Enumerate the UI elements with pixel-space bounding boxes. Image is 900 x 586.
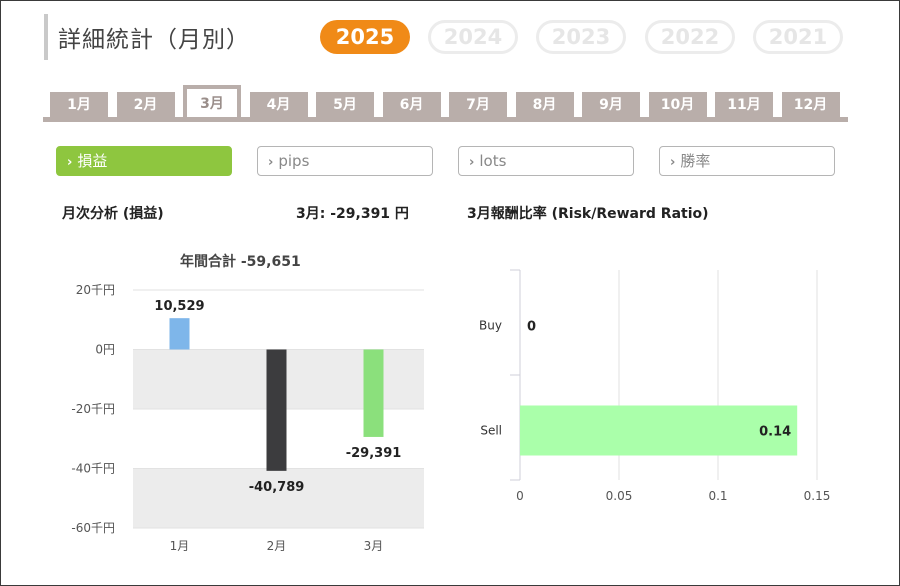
year-2021-button[interactable]: 2021: [753, 20, 843, 54]
monthly-analysis-heading: 月次分析 (損益): [62, 206, 164, 222]
y-tick-label: -40千円: [71, 462, 115, 476]
x-tick-label: 0.15: [804, 489, 831, 503]
metric-pips-button[interactable]: › pips: [257, 146, 433, 176]
tab-month-10[interactable]: 10月: [648, 92, 707, 118]
metric-label: pips: [278, 152, 310, 170]
y-tick-label: -60千円: [71, 521, 115, 535]
monthly-pl-chart: 20千円 0円 -20千円 -40千円 -60千円 10,529 1月 -40,789 2月 -2…: [71, 283, 424, 553]
grid-band: [133, 468, 424, 528]
bar-data-label: -29,391: [346, 446, 402, 461]
metric-lots-button[interactable]: › lots: [458, 146, 634, 176]
bar-2: [266, 349, 287, 471]
y-tick-label: -20千円: [71, 402, 115, 416]
chevron-right-icon: ›: [268, 155, 274, 170]
chevron-right-icon: ›: [670, 155, 676, 170]
metric-label: lots: [479, 152, 507, 170]
chevron-right-icon: ›: [469, 155, 475, 170]
x-tick-label: 0.1: [708, 489, 727, 503]
tab-month-7[interactable]: 7月: [449, 92, 507, 118]
metric-win-rate-button[interactable]: › 勝率: [659, 146, 835, 176]
x-tick-label: 2月: [267, 539, 287, 553]
bar-sell: [520, 405, 798, 456]
metric-pnl-button[interactable]: › 損益: [56, 146, 232, 176]
y-tick-label: 20千円: [76, 283, 115, 297]
chevron-right-icon: ›: [67, 155, 73, 170]
tab-month-2[interactable]: 2月: [116, 92, 175, 118]
risk-reward-chart: 0 0.05 0.1 0.15 Buy 0 Sell 0.14: [479, 269, 831, 503]
metric-label: 勝率: [680, 152, 711, 170]
tab-month-5[interactable]: 5月: [316, 92, 374, 118]
title-accent-bar: [44, 14, 48, 60]
bar-3: [363, 349, 384, 437]
month-tabs-underline: [43, 117, 848, 122]
x-tick-label: 0.05: [606, 489, 633, 503]
year-2022-button[interactable]: 2022: [645, 20, 735, 54]
x-tick-label: 0: [516, 489, 524, 503]
bar-data-label: 0: [527, 320, 536, 335]
tab-month-11[interactable]: 11月: [715, 92, 773, 118]
page-title: 詳細統計（月別）: [58, 27, 250, 53]
tab-month-1[interactable]: 1月: [50, 92, 108, 118]
year-2025-button[interactable]: 2025: [320, 20, 410, 54]
tab-month-3[interactable]: 3月: [183, 85, 241, 119]
bar-data-label: 10,529: [154, 299, 204, 314]
bar-data-label: 0.14: [759, 425, 791, 440]
year-2023-button[interactable]: 2023: [536, 20, 626, 54]
tab-month-12[interactable]: 12月: [781, 92, 840, 118]
month-total-value: 3月: -29,391 円: [296, 206, 409, 222]
tab-month-4[interactable]: 4月: [249, 92, 308, 118]
x-tick-label: 1月: [170, 539, 190, 553]
tab-month-6[interactable]: 6月: [382, 92, 441, 118]
annual-total: 年間合計 -59,651: [180, 254, 301, 270]
metric-label: 損益: [77, 152, 108, 170]
bar-1: [169, 318, 190, 350]
category-label: Buy: [479, 319, 502, 333]
risk-reward-heading: 3月報酬比率 (Risk/Reward Ratio): [467, 206, 709, 222]
year-2024-button[interactable]: 2024: [428, 20, 518, 54]
bar-data-label: -40,789: [249, 480, 305, 495]
category-label: Sell: [480, 424, 502, 438]
y-tick-label: 0円: [95, 343, 115, 357]
x-tick-label: 3月: [364, 539, 384, 553]
tab-month-8[interactable]: 8月: [515, 92, 574, 118]
tab-month-9[interactable]: 9月: [582, 92, 640, 118]
